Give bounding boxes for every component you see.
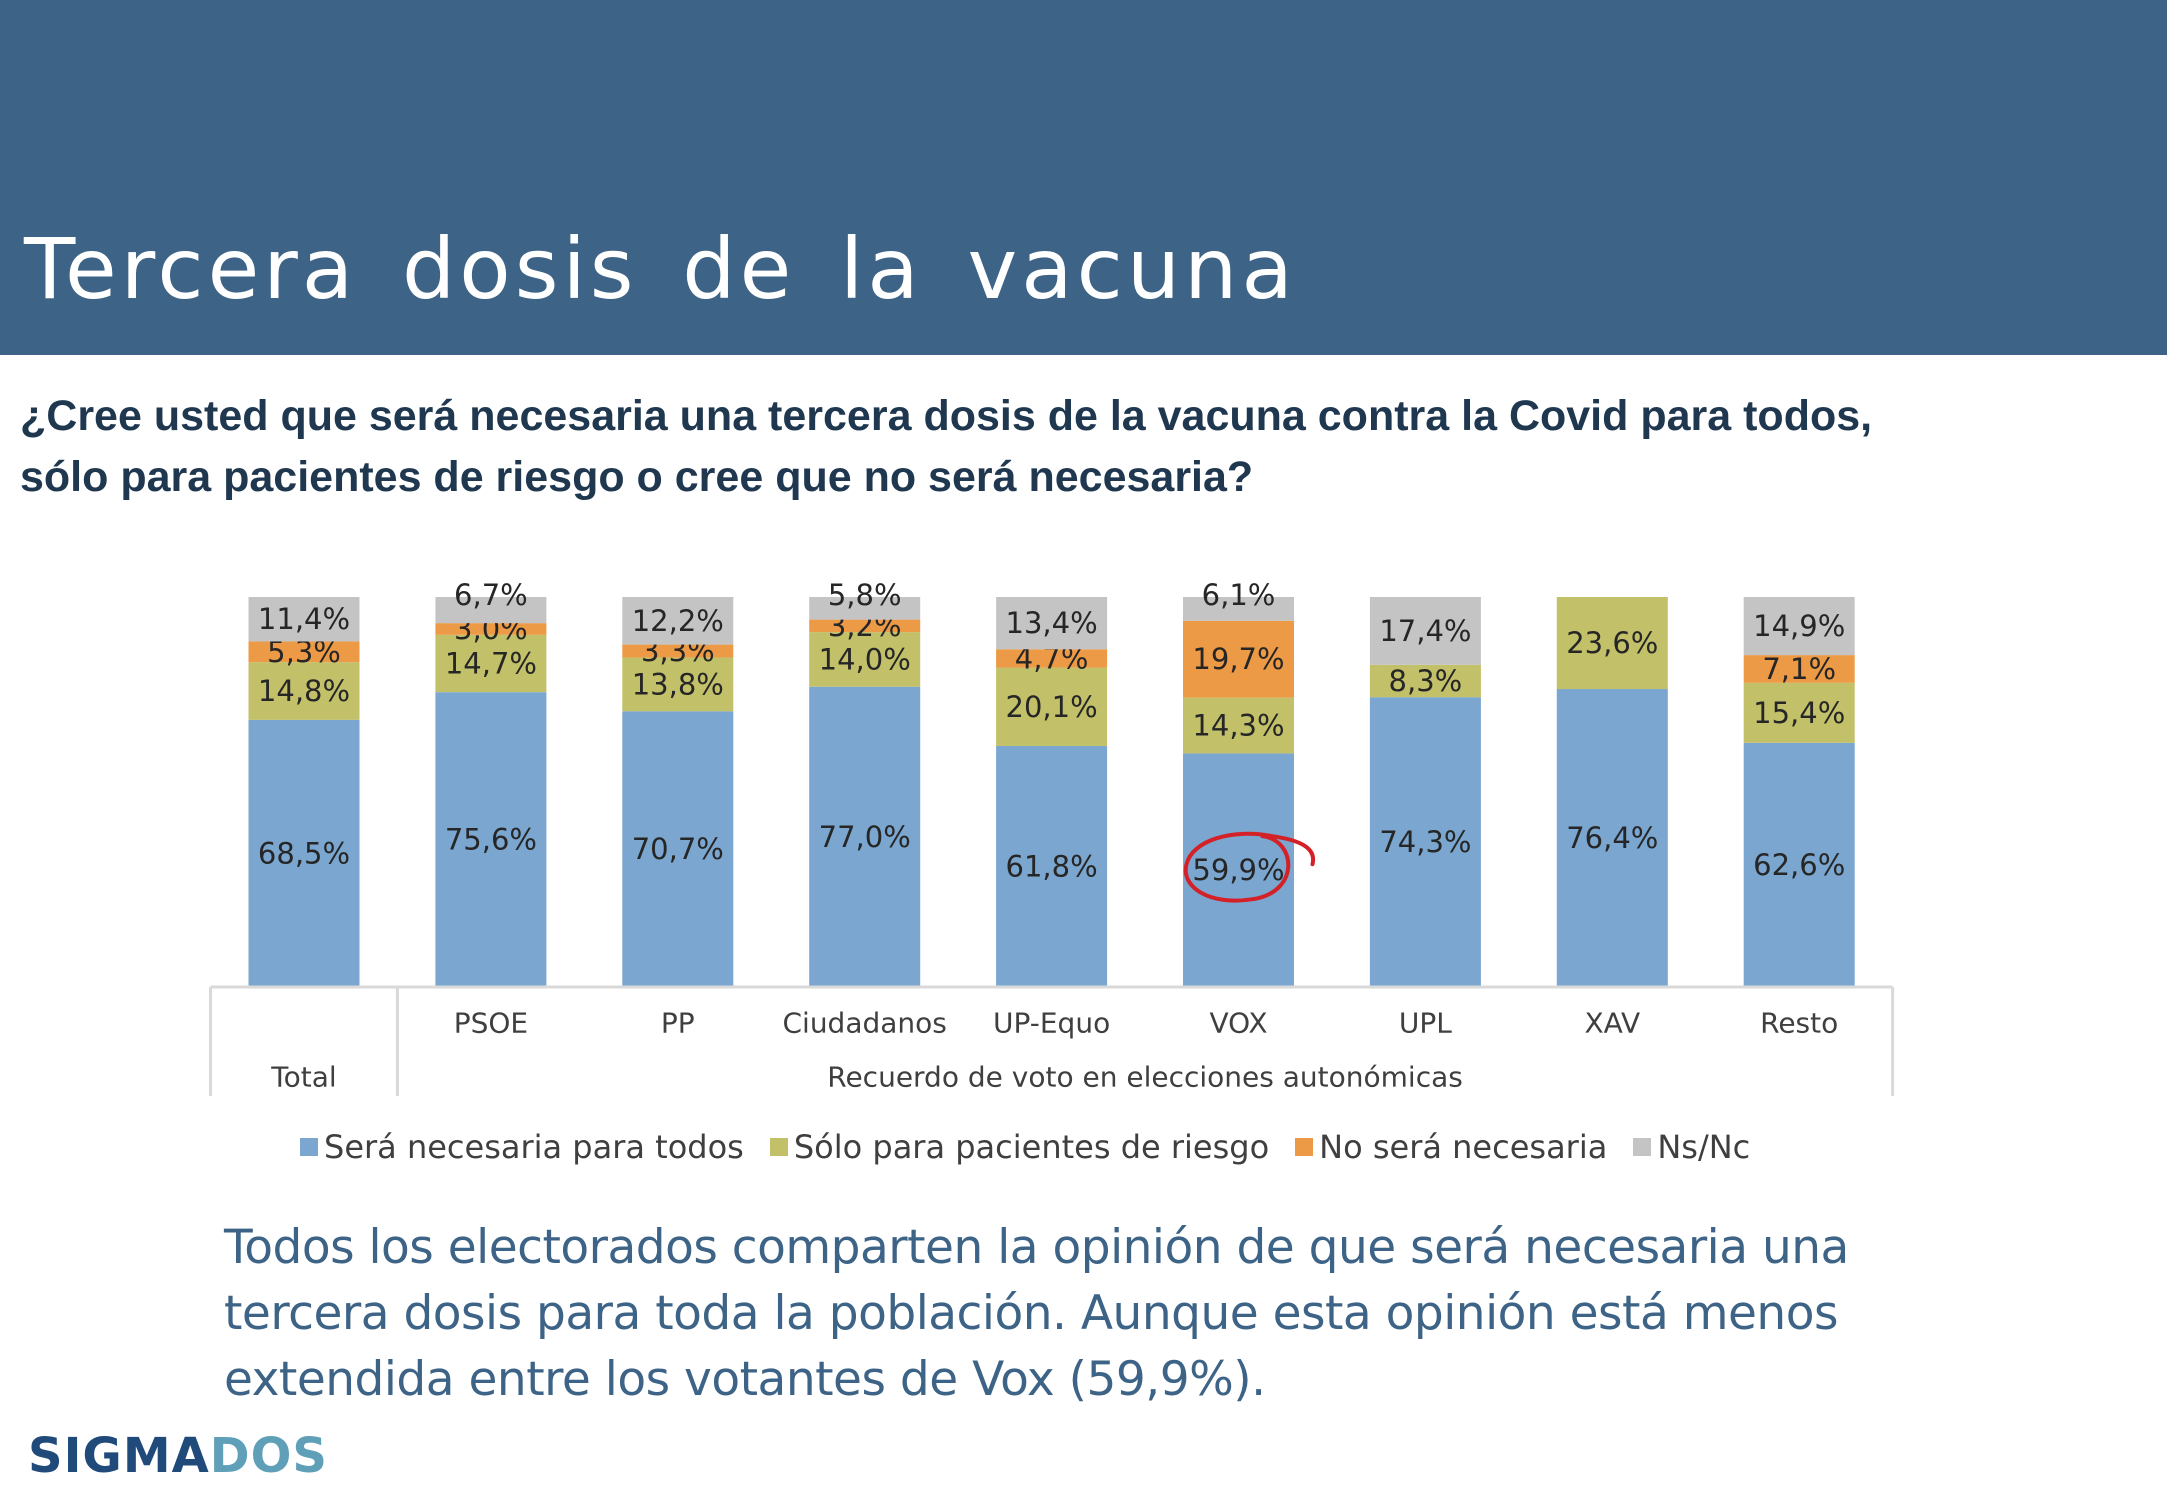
bar-pp-ns-nc [622,597,734,645]
bar-vox-no-sera-necesaria [1183,620,1294,698]
data-label-upl-ns-nc: 17,4% [1379,614,1471,648]
data-label-total-ns-nc: 11,4% [258,602,350,636]
data-label-vox-solo-para-pacientes-de-riesgo: 14,3% [1192,709,1284,743]
bar-total-sera-necesaria-para-todos [248,719,360,987]
legend-item-solo-para-pacientes-de-riesgo: Sólo para pacientes de riesgo [769,1128,1270,1166]
logo-part-1: SIGMA [28,1428,210,1484]
bar-pp-no-sera-necesaria [622,644,734,658]
bar-vox-ns-nc [1183,597,1294,621]
legend-item-no-sera-necesaria: No será necesaria [1295,1128,1607,1166]
bar-psoe-solo-para-pacientes-de-riesgo [435,634,547,693]
sigmados-logo: SIGMADOS [28,1428,328,1484]
header-banner: Tercera dosis de la vacuna [0,0,2167,355]
bar-xav-solo-para-pacientes-de-riesgo [1556,597,1668,690]
logo-part-2: DOS [209,1428,328,1484]
bar-up-equo-solo-para-pacientes-de-riesgo [996,667,1108,746]
category-label-ciudadanos: Ciudadanos [782,1007,946,1040]
legend-swatch [300,1138,318,1156]
data-label-vox-no-sera-necesaria: 19,7% [1192,642,1284,676]
category-label-up-equo: UP-Equo [993,1007,1110,1040]
bar-xav-sera-necesaria-para-todos [1556,689,1668,987]
survey-question: ¿Cree usted que será necesaria una terce… [20,392,1873,501]
legend-item-ns-nc: Ns/Nc [1633,1128,1750,1166]
legend-item-sera-necesaria-para-todos: Será necesaria para todos [300,1128,744,1166]
page-title: Tercera dosis de la vacuna [24,220,1297,318]
data-label-ciudadanos-ns-nc: 5,8% [828,578,902,612]
category-label-psoe: PSOE [454,1007,528,1040]
data-label-resto-sera-necesaria-para-todos: 62,6% [1753,848,1845,882]
highlight-circle-vox [1183,831,1316,903]
data-label-ciudadanos-solo-para-pacientes-de-riesgo: 14,0% [819,642,911,676]
data-label-vox-ns-nc: 6,1% [1202,578,1276,612]
data-label-up-equo-ns-nc: 13,4% [1006,606,1098,640]
data-label-resto-solo-para-pacientes-de-riesgo: 15,4% [1753,696,1845,730]
group-axis-label: Recuerdo de voto en elecciones autonómic… [827,1061,1463,1094]
legend-label: Será necesaria para todos [324,1128,744,1166]
bar-upl-ns-nc [1369,597,1481,665]
data-label-total-solo-para-pacientes-de-riesgo: 14,8% [258,674,350,708]
bar-total-no-sera-necesaria [248,641,360,663]
bar-ciudadanos-solo-para-pacientes-de-riesgo [809,632,921,687]
bar-resto-solo-para-pacientes-de-riesgo [1743,682,1855,743]
data-label-upl-sera-necesaria-para-todos: 74,3% [1379,825,1471,859]
legend-swatch [769,1138,788,1156]
data-label-pp-ns-nc: 12,2% [632,604,724,638]
conclusion-text: Todos los electorados comparten la opini… [224,1220,1849,1407]
bar-ciudadanos-no-sera-necesaria [809,619,921,633]
bar-total-ns-nc [248,597,360,642]
data-label-psoe-ns-nc: 6,7% [454,578,528,612]
data-label-pp-sera-necesaria-para-todos: 70,7% [632,832,724,866]
bar-ciudadanos-ns-nc [809,597,921,620]
bar-ciudadanos-sera-necesaria-para-todos [809,686,921,987]
bar-psoe-ns-nc [435,597,547,624]
bar-pp-solo-para-pacientes-de-riesgo [622,657,734,712]
category-label-resto: Resto [1760,1007,1838,1040]
bar-psoe-no-sera-necesaria [435,623,547,635]
data-label-resto-ns-nc: 14,9% [1753,609,1845,643]
category-label-upl: UPL [1399,1007,1452,1040]
category-label-vox: VOX [1209,1007,1267,1040]
data-label-total-sera-necesaria-para-todos: 68,5% [258,836,350,870]
data-label-up-equo-sera-necesaria-para-todos: 61,8% [1006,849,1098,883]
bar-resto-ns-nc [1743,597,1855,656]
legend-label: No será necesaria [1319,1128,1608,1166]
data-label-ciudadanos-sera-necesaria-para-todos: 77,0% [819,820,911,854]
bar-vox-solo-para-pacientes-de-riesgo [1183,697,1294,754]
bar-up-equo-no-sera-necesaria [996,649,1108,668]
data-label-resto-no-sera-necesaria: 7,1% [1762,652,1836,686]
category-label-xav: XAV [1584,1007,1640,1040]
legend-swatch [1633,1138,1652,1156]
data-label-up-equo-solo-para-pacientes-de-riesgo: 20,1% [1006,690,1098,724]
data-label-xav-solo-para-pacientes-de-riesgo: 23,6% [1566,626,1658,660]
data-label-psoe-solo-para-pacientes-de-riesgo: 14,7% [445,646,537,680]
chart-legend: Será necesaria para todos Sólo para pacie… [300,1122,1776,1172]
bar-up-equo-sera-necesaria-para-todos [996,745,1108,987]
category-label-total: Total [270,1061,336,1094]
bar-resto-no-sera-necesaria [1743,655,1855,683]
bar-upl-solo-para-pacientes-de-riesgo [1369,664,1481,698]
category-label-pp: PP [661,1007,695,1040]
bar-psoe-sera-necesaria-para-todos [435,692,547,987]
bar-pp-sera-necesaria-para-todos [622,711,734,987]
bar-upl-sera-necesaria-para-todos [1369,697,1481,987]
legend-swatch [1295,1138,1314,1156]
data-label-psoe-sera-necesaria-para-todos: 75,6% [445,823,537,857]
data-label-vox-sera-necesaria-para-todos: 59,9% [1192,853,1284,887]
legend-label: Sólo para pacientes de riesgo [793,1128,1270,1166]
bar-total-solo-para-pacientes-de-riesgo [248,662,360,720]
data-label-pp-solo-para-pacientes-de-riesgo: 13,8% [632,667,724,701]
data-label-xav-sera-necesaria-para-todos: 76,4% [1566,821,1658,855]
legend-label: Ns/Nc [1657,1128,1751,1166]
bar-up-equo-ns-nc [996,597,1108,650]
bar-vox-sera-necesaria-para-todos [1183,753,1294,987]
bar-resto-sera-necesaria-para-todos [1743,742,1855,987]
data-label-upl-solo-para-pacientes-de-riesgo: 8,3% [1389,664,1463,698]
